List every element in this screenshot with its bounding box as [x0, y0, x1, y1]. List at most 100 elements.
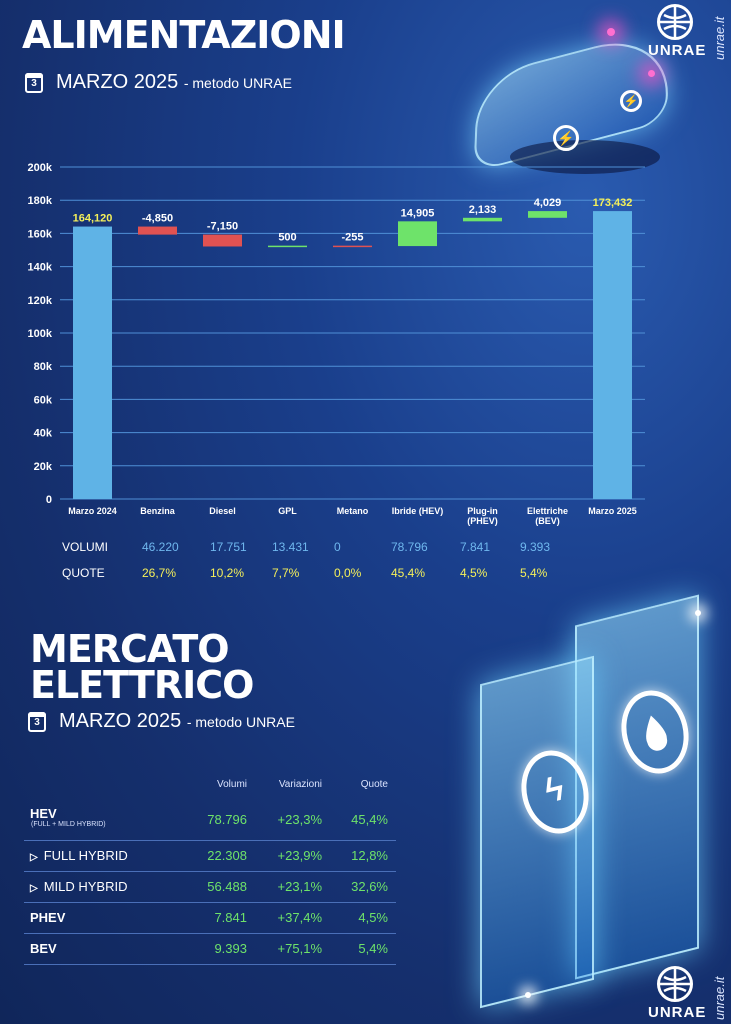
calendar-day: 3 — [31, 78, 37, 89]
mercato-volumi-value: 78.796 — [207, 812, 247, 827]
charging-station-illustration: ϟ — [470, 590, 720, 1009]
row-label-text: FULL HYBRID — [43, 848, 128, 863]
y-tick-label: 60k — [34, 394, 53, 406]
x-tick-label: (PHEV) — [467, 516, 498, 526]
data-label: 164,120 — [73, 213, 113, 225]
y-tick-label: 180k — [28, 195, 53, 207]
data-label: 173,432 — [593, 197, 633, 209]
data-label: 500 — [278, 232, 296, 244]
data-label: 2,133 — [469, 204, 497, 216]
row-divider — [24, 840, 396, 841]
y-tick-label: 100k — [28, 328, 53, 340]
mercato-variazioni-value: +23,1% — [277, 879, 322, 894]
side-url: unrae.it — [712, 16, 727, 60]
row-label-text: BEV — [30, 941, 57, 956]
mercato-variazioni-value: +37,4% — [277, 910, 322, 925]
mercato-quote-value: 5,4% — [358, 941, 388, 956]
logo-text: UNRAE — [648, 1004, 707, 1021]
x-tick-label: Diesel — [209, 506, 236, 516]
side-url: unrae.it — [712, 976, 727, 1020]
y-tick-label: 40k — [34, 428, 53, 440]
mercato-variazioni-value: +23,3% — [277, 812, 322, 827]
bar — [333, 245, 372, 248]
row-label-text: PHEV — [30, 910, 66, 925]
x-tick-label: Marzo 2025 — [588, 506, 637, 516]
unrae-logo: UNRAE — [648, 966, 708, 1024]
x-tick-label: GPL — [278, 506, 297, 516]
car-illustration: ⚡ ⚡ — [470, 26, 671, 180]
mercato-volumi-value: 22.308 — [207, 848, 247, 863]
row-divider — [24, 933, 396, 934]
logo-text: UNRAE — [648, 42, 707, 59]
x-tick-label: Plug-in — [467, 506, 498, 516]
lightning-icon: ⚡ — [620, 90, 642, 112]
row-sublabel: (FULL + MILD HYBRID) — [31, 821, 106, 828]
row-label-text: MILD HYBRID — [43, 879, 128, 894]
quota-value: 45,4% — [391, 566, 426, 580]
quota-value: 0,0% — [334, 566, 362, 580]
mercato-row-label: HEV — [30, 806, 57, 821]
y-tick-label: 140k — [28, 262, 53, 274]
triangle-icon: ▷ — [30, 852, 38, 863]
quota-value: 4,5% — [460, 566, 488, 580]
y-tick-label: 200k — [28, 162, 53, 174]
bar — [463, 217, 502, 222]
volume-value: 13.431 — [272, 540, 309, 554]
bar — [138, 226, 177, 235]
col-header-quote: Quote — [360, 779, 388, 790]
unrae-logo: UNRAE — [648, 4, 708, 64]
period-label: MARZO 2025 — [59, 710, 182, 732]
volume-value: 17.751 — [210, 540, 247, 554]
bar — [593, 211, 632, 499]
mercato-quote-value: 4,5% — [358, 910, 388, 925]
y-tick-label: 160k — [28, 228, 53, 240]
bar — [73, 226, 112, 499]
bar — [203, 234, 242, 247]
mercato-variazioni-value: +23,9% — [277, 848, 322, 863]
x-tick-label: Ibride (HEV) — [392, 506, 444, 516]
quote-label: QUOTE — [62, 566, 105, 580]
period-label: MARZO 2025 — [56, 71, 179, 93]
volume-value: 7.841 — [460, 540, 491, 554]
y-tick-label: 80k — [34, 361, 53, 373]
method-label: - metodo UNRAE — [186, 714, 295, 730]
lightning-icon: ⚡ — [553, 125, 579, 151]
data-label: -7,150 — [207, 221, 238, 233]
triangle-icon: ▷ — [30, 883, 38, 894]
bar — [398, 221, 437, 247]
waterfall-chart: 0 20k 40k 60k 80k 100k 120k 140k 160k 180k 200k 164… — [28, 162, 645, 526]
x-tick-label: Benzina — [140, 506, 176, 516]
volume-value: 46.220 — [142, 540, 179, 554]
method-label: - metodo UNRAE — [183, 75, 292, 91]
y-tick-label: 0 — [46, 494, 52, 506]
mercato-volumi-value: 9.393 — [214, 941, 247, 956]
volume-value: 78.796 — [391, 540, 428, 554]
page-title: ALIMENTAZIONI — [22, 13, 346, 57]
col-header-volumi: Volumi — [216, 779, 247, 790]
volumi-label: VOLUMI — [62, 540, 109, 554]
row-label-text: HEV — [30, 806, 57, 821]
section-title-line2: ELETTRICO — [30, 663, 254, 707]
volume-value: 0 — [334, 540, 341, 554]
globe-icon — [657, 4, 693, 40]
quota-value: 10,2% — [210, 566, 245, 580]
quota-value: 5,4% — [520, 566, 548, 580]
row-divider — [24, 902, 396, 903]
mercato-row-label: BEV — [30, 941, 57, 956]
drop-icon — [612, 683, 698, 781]
row-divider — [24, 964, 396, 965]
data-label: 14,905 — [401, 207, 435, 219]
mercato-volumi-value: 7.841 — [214, 910, 247, 925]
calendar-icon: 3 — [25, 73, 43, 93]
mercato-quote-value: 12,8% — [351, 848, 388, 863]
x-tick-label: Elettriche — [527, 506, 568, 516]
x-tick-label: Marzo 2024 — [68, 506, 117, 516]
calendar-day: 3 — [34, 717, 40, 728]
globe-icon — [657, 966, 693, 1002]
bar — [268, 245, 307, 248]
mercato-variazioni-value: +75,1% — [277, 941, 322, 956]
data-label: -255 — [341, 232, 363, 244]
mercato-row-label: ▷ FULL HYBRID — [30, 848, 128, 863]
row-divider — [24, 871, 396, 872]
volume-value: 9.393 — [520, 540, 551, 554]
